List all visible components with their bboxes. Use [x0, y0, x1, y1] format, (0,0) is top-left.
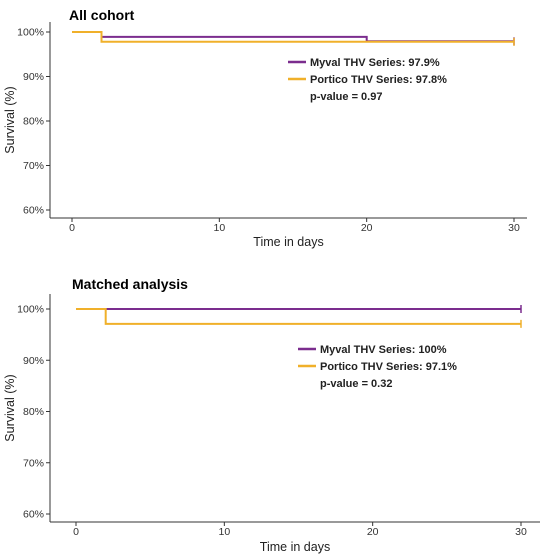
y-tick-label: 90%: [23, 71, 44, 83]
y-tick-label: 80%: [23, 116, 44, 128]
p-value-annotation: p-value = 0.32: [320, 378, 392, 390]
y-tick-label: 70%: [23, 160, 44, 172]
chart-panel-matched-analysis: Matched analysis 60% 70% 80% 90% 100% 0 10 20 30 T…: [0, 270, 550, 557]
y-tick-label: 100%: [17, 27, 44, 39]
y-tick-label: 70%: [23, 457, 44, 469]
y-tick-label: 90%: [23, 355, 44, 367]
y-tick-label: 100%: [17, 304, 44, 316]
series-line-portico: [76, 308, 521, 325]
x-tick-label: 0: [73, 526, 79, 538]
km-chart-all-cohort: All cohort 60% 70% 80% 90% 100% 0 10 20 30 Time in…: [3, 7, 527, 249]
y-tick-label: 60%: [23, 205, 44, 217]
series-line-portico: [72, 31, 514, 43]
legend-label: Myval THV Series: 97.9%: [310, 57, 440, 69]
x-tick-label: 20: [361, 222, 373, 234]
x-tick-label: 0: [69, 222, 75, 234]
chart-title: All cohort: [69, 7, 135, 23]
x-tick-label: 30: [515, 526, 527, 538]
series-line-myval: [72, 31, 514, 43]
legend-label: Portico THV Series: 97.1%: [320, 361, 457, 373]
y-tick-label: 60%: [23, 509, 44, 521]
legend-label: Myval THV Series: 100%: [320, 344, 447, 356]
x-tick-label: 10: [213, 222, 225, 234]
y-tick-label: 80%: [23, 406, 44, 418]
chart-title: Matched analysis: [72, 276, 188, 292]
legend-label: Portico THV Series: 97.8%: [310, 74, 447, 86]
x-axis-label: Time in days: [253, 235, 323, 249]
chart-panel-all-cohort: All cohort 60% 70% 80% 90% 100% 0 10 20 30 Time in…: [0, 0, 550, 260]
km-chart-matched-analysis: Matched analysis 60% 70% 80% 90% 100% 0 10 20 30 T…: [3, 276, 540, 554]
y-axis-label: Survival (%): [3, 86, 17, 153]
x-axis-label: Time in days: [260, 540, 330, 554]
x-tick-label: 10: [218, 526, 230, 538]
y-axis-label: Survival (%): [3, 374, 17, 441]
p-value-annotation: p-value = 0.97: [310, 91, 382, 103]
x-tick-label: 30: [508, 222, 520, 234]
x-tick-label: 20: [367, 526, 379, 538]
